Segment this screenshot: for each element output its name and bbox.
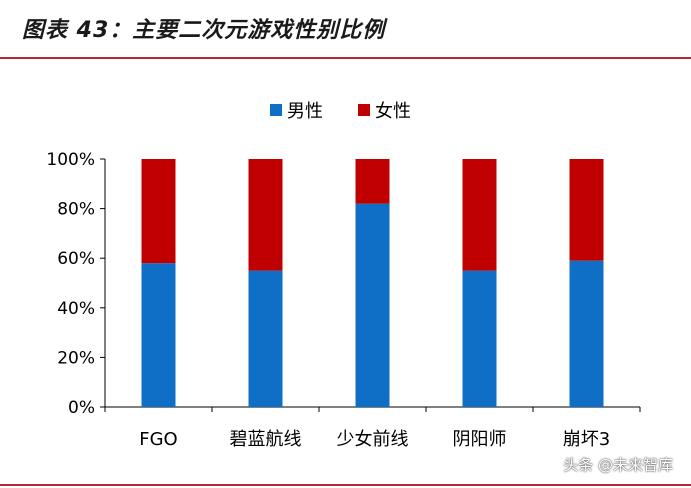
bar-male [462, 270, 497, 407]
legend-label: 女性 [375, 101, 411, 122]
legend-swatch [270, 104, 282, 116]
title-divider [0, 57, 691, 59]
legend-label: 男性 [287, 101, 323, 122]
bar-female [462, 159, 497, 271]
bar-female [569, 159, 604, 261]
y-tick-label: 60% [57, 249, 95, 269]
x-category-label: FGO [139, 429, 177, 450]
bar-male [141, 263, 176, 407]
y-tick-label: 40% [57, 299, 95, 319]
bar-male [355, 203, 390, 407]
bar-female [141, 159, 176, 264]
bars [141, 159, 604, 407]
y-tick-label: 100% [46, 150, 95, 170]
x-category-label: 碧蓝航线 [230, 429, 302, 450]
y-tick-label: 0% [68, 398, 95, 418]
y-tick-label: 80% [57, 200, 95, 220]
bar-male [248, 270, 283, 407]
chart-title: 图表 43：主要二次元游戏性别比例 [22, 18, 386, 43]
bottom-divider [0, 484, 691, 486]
watermark: 头条 @未来智库 [563, 456, 673, 474]
x-category-label: 少女前线 [337, 429, 409, 450]
bar-female [355, 159, 390, 204]
y-tick-label: 20% [57, 348, 95, 368]
x-category-label: 崩坏3 [563, 429, 610, 450]
axis-labels: 0% 20% 40% 60% 80% 100% FGO 碧蓝航线 少女前线 阴阳师 崩坏3 [46, 150, 610, 450]
x-category-label: 阴阳师 [453, 429, 507, 450]
bar-female [248, 159, 283, 271]
bar-male [569, 260, 604, 407]
legend-swatch [358, 104, 370, 116]
legend: 男性 女性 [270, 101, 411, 122]
